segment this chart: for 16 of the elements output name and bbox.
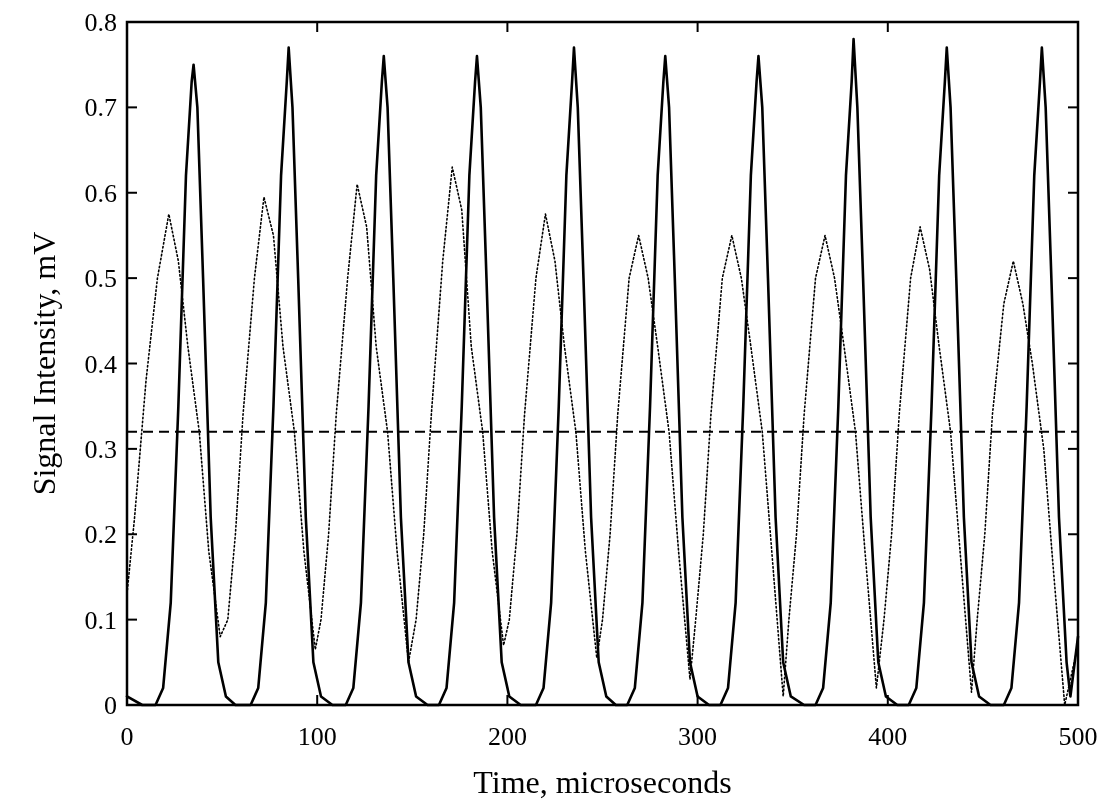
y-axis-title: Signal Intensity, mV [26,231,62,496]
y-tick-label: 0 [104,691,117,720]
y-tick-label: 0.5 [84,264,117,294]
y-tick-label: 0.8 [84,8,117,37]
y-tick-label: 0.3 [84,434,117,464]
y-tick-label: 0.2 [84,520,117,550]
x-tick-label: 400 [868,722,908,751]
y-tick-label: 0.4 [84,349,117,379]
x-axis-title: Time, microseconds [473,764,732,800]
x-tick-label: 500 [1058,722,1098,751]
x-tick-label: 200 [487,722,527,751]
x-tick-label: 300 [678,722,718,751]
x-tick-label: 100 [297,722,337,751]
y-tick-label: 0.6 [84,178,117,208]
y-tick-label: 0.7 [84,93,117,123]
y-tick-label: 0.1 [84,605,117,635]
